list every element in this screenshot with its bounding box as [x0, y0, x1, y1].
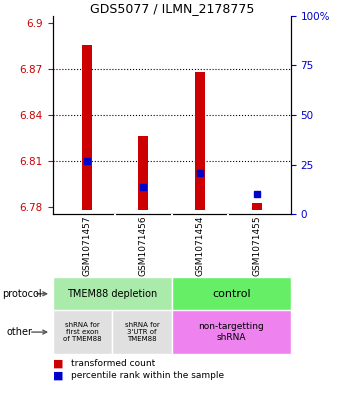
Bar — [82, 45, 92, 209]
Bar — [112, 310, 172, 354]
Text: control: control — [212, 289, 251, 299]
Text: percentile rank within the sample: percentile rank within the sample — [71, 371, 224, 380]
Title: GDS5077 / ILMN_2178775: GDS5077 / ILMN_2178775 — [89, 2, 254, 15]
Text: transformed count: transformed count — [71, 359, 156, 368]
Bar — [53, 277, 172, 310]
Text: non-targetting
shRNA: non-targetting shRNA — [198, 322, 264, 342]
Text: shRNA for
first exon
of TMEM88: shRNA for first exon of TMEM88 — [63, 322, 102, 342]
Text: GSM1071457: GSM1071457 — [82, 215, 91, 276]
Bar — [252, 204, 262, 209]
Bar — [138, 136, 149, 209]
Text: GSM1071456: GSM1071456 — [139, 215, 148, 276]
Text: TMEM88 depletion: TMEM88 depletion — [67, 289, 157, 299]
Bar — [172, 277, 291, 310]
Text: protocol: protocol — [2, 289, 41, 299]
Bar — [53, 310, 112, 354]
Text: shRNA for
3'UTR of
TMEM88: shRNA for 3'UTR of TMEM88 — [124, 322, 159, 342]
Text: ■: ■ — [53, 358, 63, 369]
Text: ■: ■ — [53, 370, 63, 380]
Text: GSM1071455: GSM1071455 — [252, 215, 261, 276]
Text: GSM1071454: GSM1071454 — [195, 215, 205, 276]
Text: other: other — [6, 327, 32, 337]
Bar — [172, 310, 291, 354]
Bar — [195, 72, 205, 209]
